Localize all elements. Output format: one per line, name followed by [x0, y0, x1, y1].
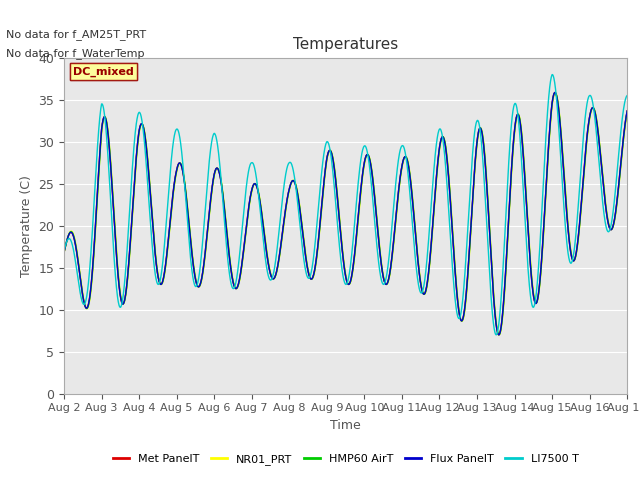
Flux PanelT — [217, 179, 225, 185]
LI7500 T — [623, 93, 631, 98]
Title: Temperatures: Temperatures — [293, 37, 398, 52]
NR01_PRT — [374, 227, 382, 233]
HMP60 AirT — [589, 105, 597, 111]
NR01_PRT — [623, 110, 631, 116]
LI7500 T — [509, 105, 517, 111]
Flux PanelT — [551, 90, 559, 96]
LI7500 T — [548, 72, 556, 77]
Met PanelT — [574, 238, 582, 243]
HMP60 AirT — [374, 229, 382, 235]
LI7500 T — [492, 332, 500, 337]
Line: HMP60 AirT: HMP60 AirT — [64, 93, 627, 335]
Flux PanelT — [509, 139, 517, 144]
HMP60 AirT — [552, 90, 559, 96]
NR01_PRT — [552, 90, 559, 96]
HMP60 AirT — [574, 239, 582, 245]
Flux PanelT — [362, 154, 370, 159]
Flux PanelT — [60, 250, 68, 255]
Text: No data for f_WaterTemp: No data for f_WaterTemp — [6, 48, 145, 59]
LI7500 T — [217, 176, 225, 181]
NR01_PRT — [60, 250, 68, 256]
Line: Flux PanelT: Flux PanelT — [64, 93, 627, 335]
NR01_PRT — [217, 177, 225, 182]
LI7500 T — [362, 144, 370, 150]
Flux PanelT — [623, 108, 631, 114]
HMP60 AirT — [495, 332, 502, 337]
HMP60 AirT — [623, 109, 631, 115]
Line: NR01_PRT: NR01_PRT — [64, 93, 627, 335]
Met PanelT — [551, 90, 559, 96]
Met PanelT — [60, 250, 68, 255]
LI7500 T — [589, 105, 597, 111]
Flux PanelT — [574, 238, 582, 243]
Met PanelT — [362, 154, 370, 159]
LI7500 T — [374, 255, 382, 261]
Line: Met PanelT: Met PanelT — [64, 93, 627, 335]
Met PanelT — [623, 108, 631, 114]
HMP60 AirT — [362, 154, 370, 160]
X-axis label: Time: Time — [330, 419, 361, 432]
LI7500 T — [60, 248, 68, 254]
NR01_PRT — [589, 105, 597, 111]
NR01_PRT — [509, 143, 517, 149]
Flux PanelT — [589, 106, 597, 111]
Legend: Met PanelT, NR01_PRT, HMP60 AirT, Flux PanelT, LI7500 T: Met PanelT, NR01_PRT, HMP60 AirT, Flux P… — [108, 450, 583, 469]
NR01_PRT — [574, 240, 582, 246]
Text: No data for f_AM25T_PRT: No data for f_AM25T_PRT — [6, 29, 147, 40]
Y-axis label: Temperature (C): Temperature (C) — [20, 175, 33, 276]
Flux PanelT — [495, 332, 502, 337]
NR01_PRT — [362, 155, 370, 161]
NR01_PRT — [495, 332, 503, 337]
Legend: DC_mixed: DC_mixed — [70, 63, 137, 80]
Line: LI7500 T: LI7500 T — [64, 74, 627, 335]
Met PanelT — [509, 139, 517, 144]
Met PanelT — [589, 106, 597, 111]
LI7500 T — [574, 207, 582, 213]
Met PanelT — [217, 179, 225, 185]
HMP60 AirT — [509, 141, 517, 146]
HMP60 AirT — [217, 178, 225, 183]
Flux PanelT — [374, 231, 382, 237]
Met PanelT — [495, 332, 502, 337]
Met PanelT — [374, 231, 382, 237]
HMP60 AirT — [60, 250, 68, 255]
